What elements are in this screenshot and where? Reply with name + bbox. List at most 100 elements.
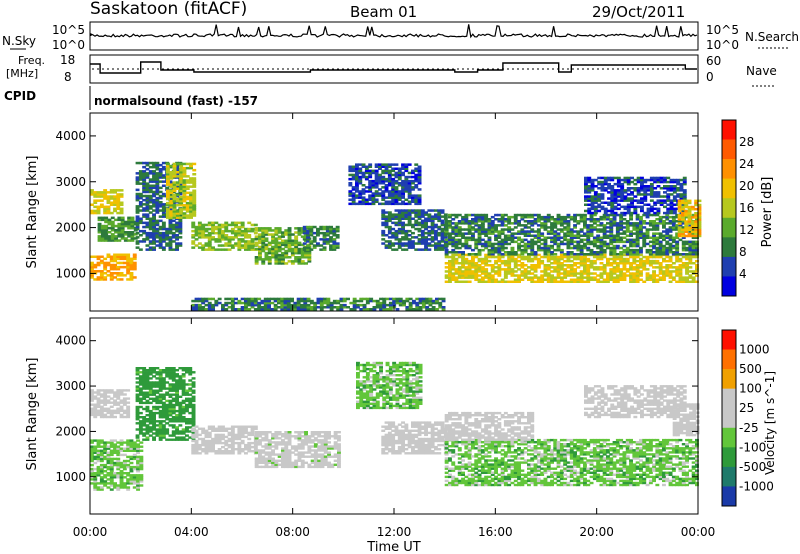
data-cell [668, 242, 673, 246]
data-cell [148, 211, 153, 214]
data-cell [287, 241, 292, 245]
data-cell [300, 253, 305, 257]
data-cell [497, 236, 502, 239]
data-cell [471, 232, 475, 235]
data-cell [161, 176, 166, 179]
data-cell [474, 238, 479, 242]
data-cell [120, 224, 125, 228]
data-cell [579, 228, 584, 231]
data-cell [302, 231, 307, 235]
data-cell [207, 246, 212, 249]
nave-tick-high: 60 [706, 54, 721, 68]
data-cell [126, 272, 131, 275]
data-cell [583, 213, 587, 217]
data-cell [270, 297, 275, 301]
data-cell [335, 236, 340, 239]
date-title: 29/Oct/2011 [592, 3, 685, 21]
data-cell [451, 232, 456, 235]
data-cell [127, 224, 132, 228]
data-cell [622, 218, 627, 221]
data-cell [368, 171, 373, 175]
data-cell [653, 211, 658, 215]
data-cell [401, 196, 405, 199]
data-cell [148, 170, 153, 173]
data-cell [99, 409, 104, 412]
data-cell [625, 251, 630, 254]
data-cell [687, 214, 692, 217]
data-cell [596, 278, 601, 281]
data-cell [271, 229, 275, 232]
data-cell [351, 196, 356, 199]
data-cell [387, 194, 392, 197]
data-cell [394, 171, 399, 175]
data-cell [417, 227, 422, 231]
data-cell [623, 189, 628, 192]
data-cell [677, 209, 682, 213]
data-cell [119, 201, 124, 204]
data-cell [593, 195, 598, 198]
data-cell [632, 248, 637, 252]
data-cell [625, 274, 630, 277]
data-cell [364, 202, 369, 206]
data-cell [189, 206, 193, 209]
data-cell [155, 221, 160, 225]
data-cell [119, 261, 124, 265]
data-cell [536, 280, 541, 283]
data-cell [254, 227, 259, 230]
data-cell [194, 306, 199, 309]
data-cell [655, 213, 660, 217]
data-cell [642, 220, 647, 223]
data-cell [684, 222, 689, 225]
data-cell [287, 249, 292, 253]
data-cell [586, 238, 591, 242]
data-cell [152, 248, 156, 251]
data-cell [681, 246, 686, 250]
data-cell [690, 230, 695, 234]
data-cell [480, 278, 485, 281]
data-cell [250, 223, 255, 227]
data-cell [267, 241, 272, 245]
data-cell [457, 213, 462, 217]
data-cell [286, 308, 291, 311]
data-cell [96, 486, 101, 489]
data-cell [484, 272, 489, 275]
data-cell [394, 217, 399, 220]
data-cell [684, 230, 689, 234]
data-cell [148, 221, 153, 225]
data-cell [394, 238, 399, 241]
data-cell [332, 227, 337, 231]
data-cell [93, 413, 98, 417]
data-cell [454, 244, 459, 248]
data-cell [90, 409, 94, 412]
data-cell [106, 253, 111, 256]
data-cell [615, 236, 620, 239]
data-cell [454, 251, 459, 254]
data-cell [477, 274, 482, 277]
data-cell [540, 262, 545, 265]
data-cell [404, 213, 409, 216]
data-cell [335, 229, 340, 233]
data-cell [616, 195, 621, 198]
data-cell [103, 393, 108, 396]
data-cell [695, 268, 699, 271]
data-cell [374, 200, 379, 203]
data-cell [414, 248, 419, 251]
data-cell [655, 266, 660, 269]
data-cell [435, 308, 439, 311]
data-cell [418, 308, 423, 311]
data-cell [681, 264, 686, 267]
data-cell [172, 197, 177, 201]
data-cell [566, 238, 571, 242]
data-cell [394, 190, 399, 193]
data-cell [682, 189, 687, 192]
data-cell [145, 194, 150, 198]
data-cell [119, 207, 124, 211]
data-cell [610, 187, 615, 190]
data-cell [319, 299, 324, 303]
data-cell [253, 301, 258, 305]
data-cell [546, 266, 551, 269]
data-cell [247, 297, 252, 301]
data-cell [240, 240, 245, 243]
data-cell [477, 226, 482, 229]
data-cell [355, 202, 359, 206]
